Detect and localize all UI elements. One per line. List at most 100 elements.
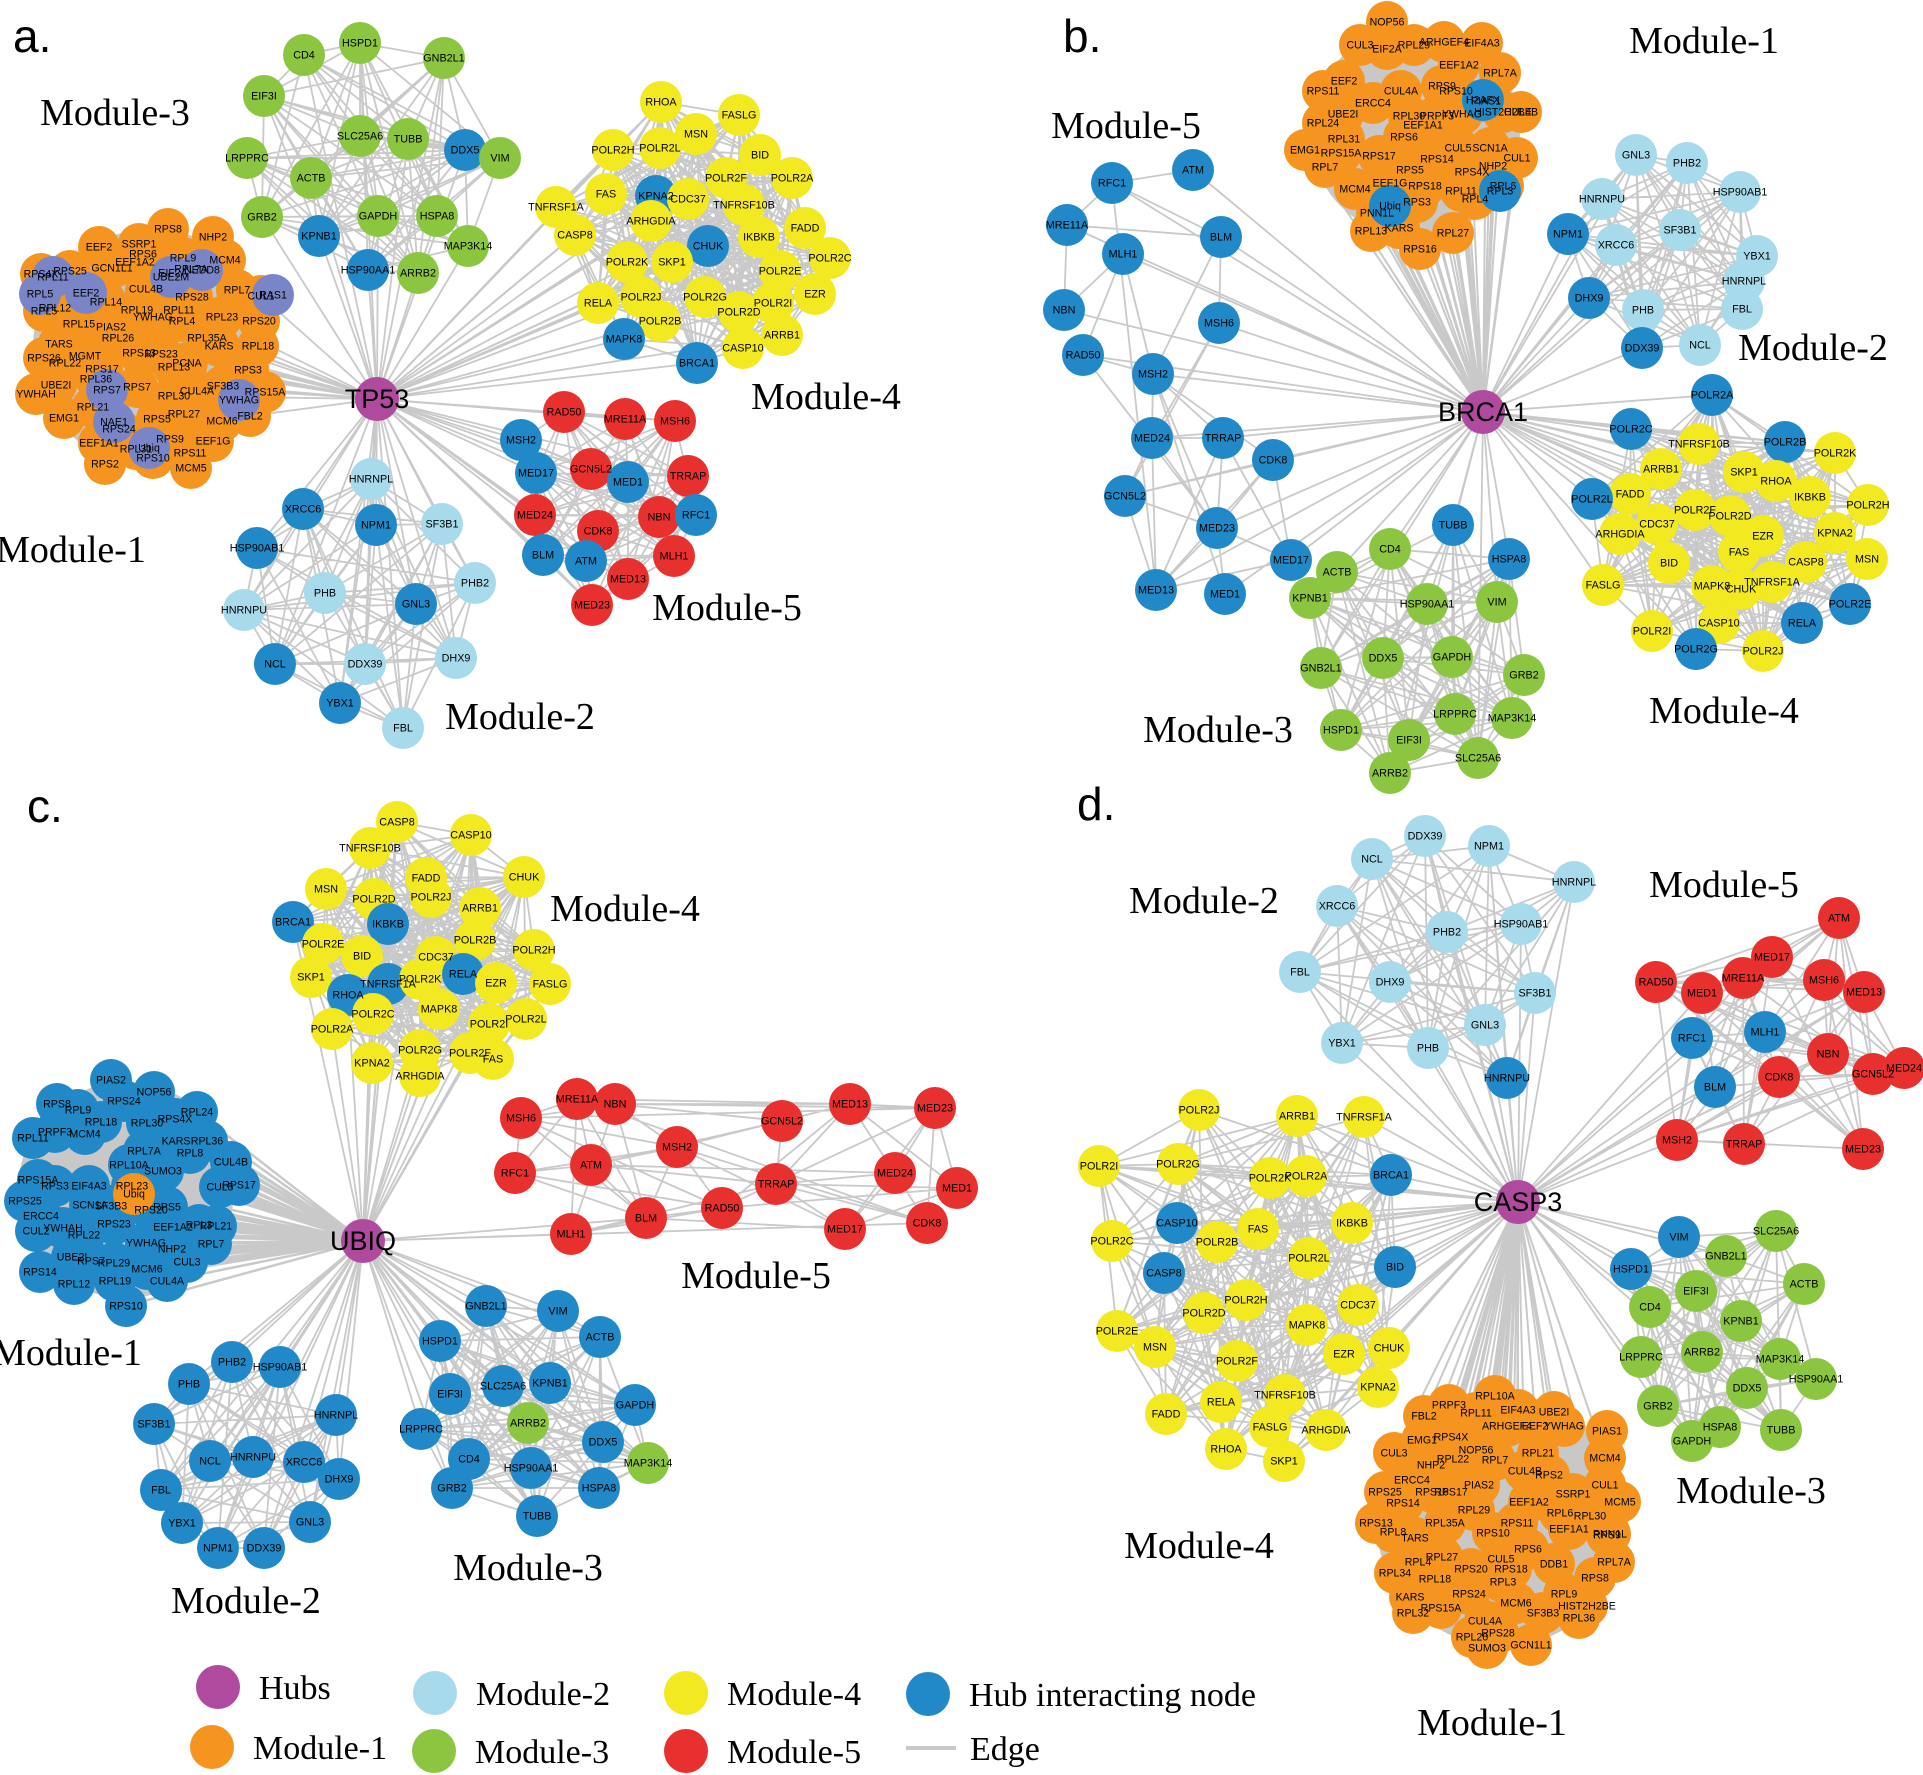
svg-text:MED17: MED17 bbox=[827, 1224, 863, 1236]
svg-text:RPL8: RPL8 bbox=[1380, 1527, 1407, 1539]
svg-text:ATM: ATM bbox=[1828, 913, 1850, 925]
svg-text:IKBKB: IKBKB bbox=[1336, 1218, 1368, 1230]
svg-text:FADD: FADD bbox=[791, 223, 820, 235]
svg-text:NCL: NCL bbox=[1361, 854, 1383, 866]
svg-text:TUBB: TUBB bbox=[1767, 1425, 1796, 1437]
svg-text:MLH1: MLH1 bbox=[1109, 249, 1138, 261]
svg-text:RAS1: RAS1 bbox=[259, 290, 287, 302]
svg-text:CHUK: CHUK bbox=[1726, 584, 1757, 596]
svg-text:HSPD1: HSPD1 bbox=[422, 1336, 458, 1348]
svg-text:MCM6: MCM6 bbox=[131, 1264, 162, 1276]
svg-text:POLR2E: POLR2E bbox=[1096, 1326, 1139, 1338]
svg-text:IKBKB: IKBKB bbox=[743, 232, 775, 244]
svg-text:RPL7: RPL7 bbox=[224, 285, 251, 297]
svg-text:FASLG: FASLG bbox=[1586, 580, 1621, 592]
svg-text:CUL4B: CUL4B bbox=[1508, 1466, 1542, 1478]
svg-text:RPS28: RPS28 bbox=[175, 292, 209, 304]
svg-text:GRB2: GRB2 bbox=[247, 212, 276, 224]
svg-text:CASP8: CASP8 bbox=[379, 817, 414, 829]
svg-text:KPNB1: KPNB1 bbox=[532, 1378, 567, 1390]
svg-text:GNL3: GNL3 bbox=[296, 1517, 324, 1529]
svg-text:RPL6: RPL6 bbox=[1547, 1508, 1574, 1520]
svg-text:Module-2: Module-2 bbox=[445, 696, 595, 738]
svg-text:SF3B3: SF3B3 bbox=[207, 381, 239, 393]
svg-text:RPS15A: RPS15A bbox=[18, 1175, 60, 1187]
svg-text:TNFRSF10B: TNFRSF10B bbox=[713, 200, 775, 212]
svg-text:RPL30: RPL30 bbox=[131, 1118, 163, 1130]
svg-text:RPL12: RPL12 bbox=[58, 1279, 90, 1291]
svg-text:RPS8: RPS8 bbox=[154, 224, 182, 236]
svg-text:NPM1: NPM1 bbox=[1553, 229, 1583, 241]
svg-text:FAS: FAS bbox=[1729, 547, 1749, 559]
svg-text:RPL24: RPL24 bbox=[1307, 118, 1339, 130]
svg-text:FADD: FADD bbox=[412, 873, 441, 885]
svg-text:YWHAG: YWHAG bbox=[126, 1238, 166, 1250]
svg-text:LRPPRC: LRPPRC bbox=[399, 1424, 443, 1436]
svg-text:EEF1A1: EEF1A1 bbox=[1549, 1524, 1589, 1536]
svg-text:RPL23: RPL23 bbox=[116, 1181, 148, 1193]
svg-text:BLM: BLM bbox=[1704, 1082, 1726, 1094]
svg-text:ACTB: ACTB bbox=[297, 173, 326, 185]
svg-text:GNB2L1: GNB2L1 bbox=[1300, 663, 1341, 675]
svg-text:RPS2: RPS2 bbox=[1535, 1470, 1563, 1482]
svg-text:NBN: NBN bbox=[1053, 305, 1076, 317]
svg-text:CDK8: CDK8 bbox=[1259, 455, 1288, 467]
svg-text:PNN1L: PNN1L bbox=[1360, 208, 1394, 220]
svg-text:SKP1: SKP1 bbox=[658, 257, 686, 269]
svg-text:RPS9: RPS9 bbox=[156, 434, 184, 446]
svg-text:BRCA1: BRCA1 bbox=[679, 358, 715, 370]
svg-text:Module-1: Module-1 bbox=[1417, 1702, 1567, 1744]
svg-text:CDK8: CDK8 bbox=[913, 1218, 942, 1230]
svg-text:POLR2I: POLR2I bbox=[470, 1019, 508, 1031]
svg-text:EEF2: EEF2 bbox=[1331, 76, 1358, 88]
svg-text:Module-5: Module-5 bbox=[652, 587, 802, 629]
svg-text:POLR2A: POLR2A bbox=[311, 1024, 354, 1036]
svg-text:RPL22: RPL22 bbox=[49, 358, 81, 370]
svg-text:Module-1: Module-1 bbox=[0, 1332, 142, 1374]
svg-text:RPS14: RPS14 bbox=[1420, 154, 1454, 166]
svg-text:DDX39: DDX39 bbox=[348, 659, 383, 671]
svg-text:RPL29: RPL29 bbox=[98, 1258, 130, 1270]
svg-text:GRB2: GRB2 bbox=[1643, 1401, 1672, 1413]
svg-text:BRCA1: BRCA1 bbox=[1438, 397, 1528, 427]
svg-text:RPS4X: RPS4X bbox=[24, 269, 59, 281]
svg-text:GCN5L2: GCN5L2 bbox=[1104, 491, 1146, 503]
svg-text:TRRAP: TRRAP bbox=[1205, 433, 1242, 445]
svg-text:PCNA: PCNA bbox=[172, 358, 202, 370]
svg-text:MED17: MED17 bbox=[1754, 952, 1790, 964]
svg-text:TRRAP: TRRAP bbox=[758, 1179, 795, 1191]
svg-text:RPS20: RPS20 bbox=[1454, 1564, 1488, 1576]
svg-text:RPL36: RPL36 bbox=[80, 374, 112, 386]
svg-text:NHP2: NHP2 bbox=[1417, 1460, 1445, 1472]
svg-text:ATM: ATM bbox=[580, 1160, 602, 1172]
svg-text:HSP90AA1: HSP90AA1 bbox=[341, 265, 396, 277]
svg-text:NPM1: NPM1 bbox=[361, 520, 391, 532]
svg-text:RPL29: RPL29 bbox=[1398, 40, 1430, 52]
svg-text:RPL18: RPL18 bbox=[242, 341, 274, 353]
svg-text:CD4: CD4 bbox=[1639, 1302, 1661, 1314]
svg-text:Module-5: Module-5 bbox=[727, 1734, 861, 1771]
svg-text:DDX5: DDX5 bbox=[451, 145, 480, 157]
svg-text:RPS13: RPS13 bbox=[1359, 1518, 1393, 1530]
svg-text:DHX9: DHX9 bbox=[325, 1474, 354, 1486]
svg-text:FBL: FBL bbox=[1732, 304, 1752, 316]
svg-text:PHB: PHB bbox=[178, 1379, 200, 1391]
svg-text:FBL: FBL bbox=[1290, 967, 1310, 979]
svg-text:RAD50: RAD50 bbox=[547, 407, 582, 419]
svg-text:HNRNPU: HNRNPU bbox=[1579, 194, 1625, 206]
svg-text:RPL22: RPL22 bbox=[68, 1230, 100, 1242]
svg-text:KARS: KARS bbox=[162, 1136, 191, 1148]
svg-text:IKBKB: IKBKB bbox=[1794, 492, 1826, 504]
svg-text:SF3B3: SF3B3 bbox=[1527, 1608, 1559, 1620]
svg-text:NHP2: NHP2 bbox=[158, 1244, 186, 1256]
svg-text:PIAS2: PIAS2 bbox=[96, 322, 126, 334]
svg-text:RPS15A: RPS15A bbox=[245, 387, 287, 399]
svg-text:RPS2: RPS2 bbox=[91, 459, 119, 471]
svg-text:CASP3: CASP3 bbox=[1474, 1187, 1563, 1217]
svg-text:BID: BID bbox=[1660, 558, 1678, 570]
svg-text:EMG1: EMG1 bbox=[49, 413, 79, 425]
svg-text:DDX39: DDX39 bbox=[1408, 831, 1443, 843]
svg-text:RPS4X: RPS4X bbox=[1434, 1432, 1469, 1444]
svg-text:Module-3: Module-3 bbox=[1143, 709, 1293, 751]
svg-text:POLR2K: POLR2K bbox=[399, 974, 442, 986]
